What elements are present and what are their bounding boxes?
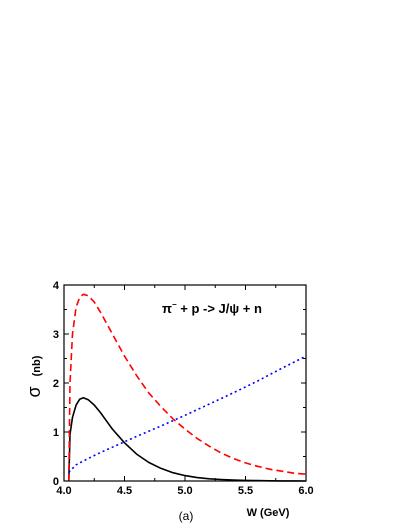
x-tick-label: 5.5 — [238, 485, 253, 497]
series-line-dashed — [68, 293, 307, 482]
panel-label: (a) — [179, 509, 194, 523]
y-axis-label-symbol: σ — [24, 386, 44, 397]
y-tick-label: 1 — [53, 427, 59, 439]
reaction-charge: − — [172, 300, 177, 309]
series-line-dotted — [68, 355, 307, 473]
reaction-pion: π — [162, 301, 172, 316]
y-tick-label: 4 — [53, 280, 60, 292]
y-tick-label: 0 — [53, 476, 59, 488]
x-tick-label: 6.0 — [298, 485, 313, 497]
reaction-annotation: π− + p -> J/ψ + n — [162, 300, 262, 316]
reaction-rest: + p -> J/ψ + n — [177, 301, 262, 316]
y-tick-label: 3 — [53, 329, 59, 341]
series-line-solid — [68, 396, 307, 482]
x-tick-label: 5.0 — [177, 485, 192, 497]
x-tick-label: 4.5 — [117, 485, 132, 497]
y-tick-label: 2 — [53, 378, 59, 390]
y-axis-label-unit: (nb) — [31, 355, 43, 376]
x-tick-label: 4.0 — [56, 485, 71, 497]
x-axis-label: W (GeV) — [247, 507, 290, 519]
tick-layer: 4.0 4.5 5.0 5.5 6.0 0 1 2 3 4 — [53, 280, 314, 497]
plot-layer — [68, 293, 307, 482]
